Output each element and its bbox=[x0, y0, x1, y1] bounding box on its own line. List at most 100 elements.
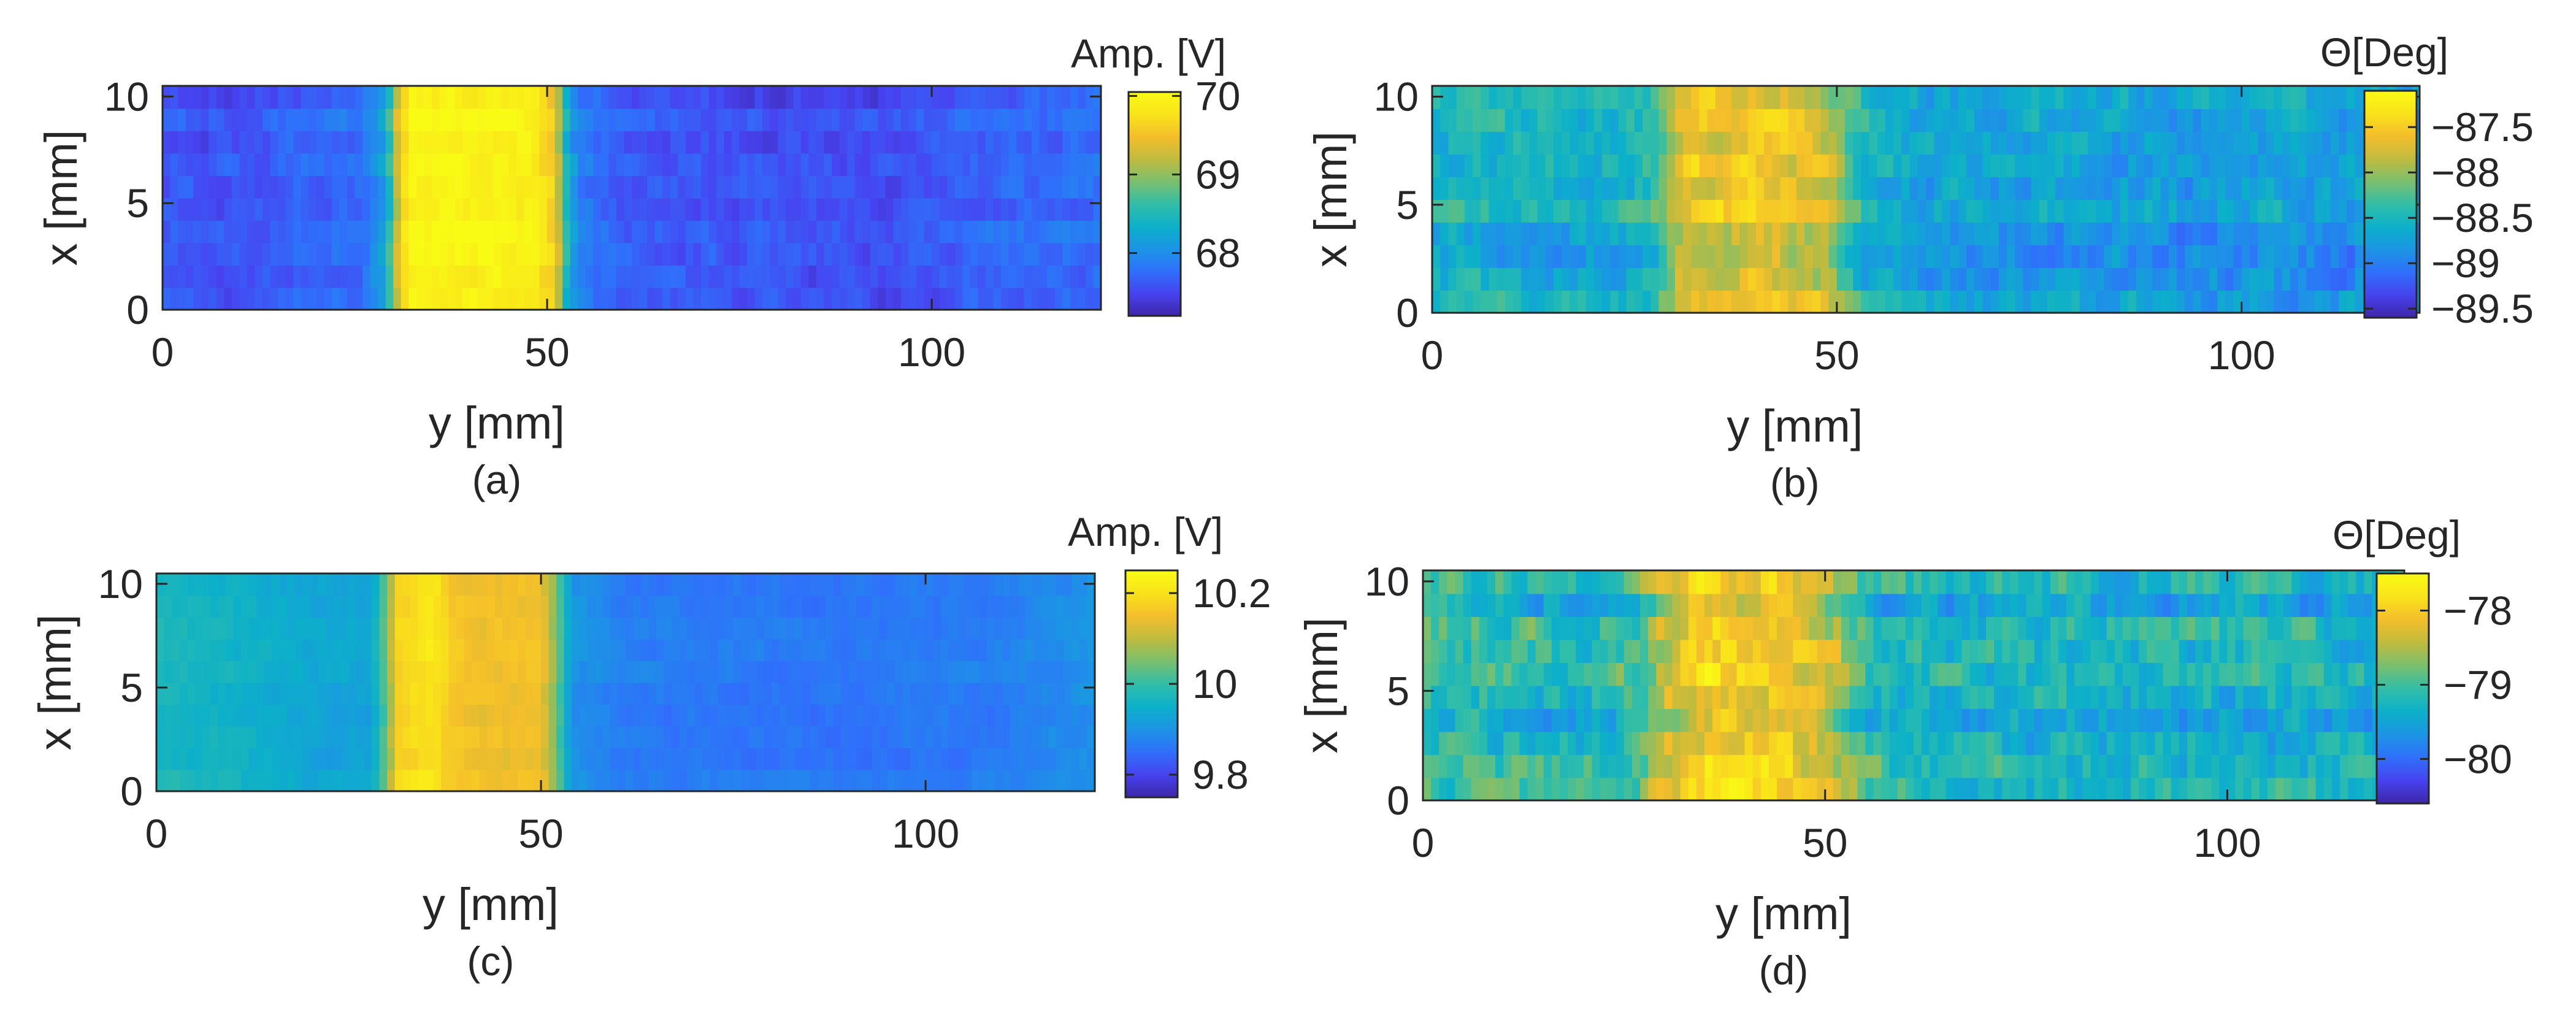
heatmap-cell bbox=[439, 153, 448, 176]
heatmap-cell bbox=[1945, 639, 1955, 663]
heatmap-cell bbox=[1901, 245, 1911, 268]
heatmap-cell bbox=[1833, 708, 1842, 732]
heatmap-cell bbox=[2201, 109, 2210, 132]
heatmap-cell bbox=[2185, 245, 2194, 268]
heatmap-cell bbox=[926, 682, 934, 705]
heatmap-cell bbox=[1529, 267, 1538, 291]
heatmap-cell bbox=[1938, 570, 1947, 594]
heatmap-cell bbox=[2177, 245, 2186, 268]
heatmap-cell bbox=[1616, 639, 1625, 663]
heatmap-cell bbox=[2340, 570, 2349, 594]
heatmap-cell bbox=[456, 617, 465, 640]
colorbar-tick-label: 70 bbox=[1195, 73, 1240, 118]
heatmap-cell bbox=[1780, 177, 1789, 200]
heatmap-cell bbox=[1950, 267, 1959, 291]
heatmap-cell bbox=[847, 153, 856, 176]
heatmap-cell bbox=[826, 748, 834, 770]
heatmap-cell bbox=[1752, 616, 1761, 640]
heatmap-cell bbox=[1455, 731, 1464, 755]
heatmap-cell bbox=[539, 175, 548, 199]
heatmap-cell bbox=[933, 595, 942, 618]
heatmap-cell bbox=[1593, 109, 1603, 132]
heatmap-cell bbox=[1505, 154, 1514, 177]
heatmap-cell bbox=[1828, 109, 1838, 132]
heatmap-cell bbox=[325, 704, 334, 727]
heatmap-cell bbox=[941, 595, 949, 618]
heatmap-cell bbox=[570, 175, 579, 199]
heatmap-cell bbox=[2082, 570, 2091, 594]
heatmap-cell bbox=[193, 86, 202, 109]
heatmap-cell bbox=[1731, 131, 1741, 155]
colorbar-title: Θ[Deg] bbox=[2320, 29, 2448, 75]
heatmap-cell bbox=[1974, 290, 1984, 313]
heatmap-cell bbox=[593, 153, 602, 176]
heatmap-cell bbox=[209, 86, 217, 109]
heatmap-cell bbox=[1656, 593, 1665, 617]
heatmap-cell bbox=[678, 242, 686, 266]
heatmap-cell bbox=[1087, 726, 1095, 748]
heatmap-cell bbox=[726, 638, 734, 661]
heatmap-cell bbox=[726, 682, 734, 705]
heatmap-cell bbox=[1024, 220, 1033, 243]
heatmap-cell bbox=[1039, 131, 1048, 154]
heatmap-cell bbox=[2274, 131, 2283, 155]
heatmap-cell bbox=[2203, 708, 2212, 732]
heatmap-cell bbox=[2177, 290, 2186, 313]
heatmap-cell bbox=[470, 265, 479, 288]
heatmap-cell bbox=[2042, 662, 2051, 686]
heatmap-cell bbox=[932, 108, 940, 131]
heatmap-cell bbox=[402, 769, 411, 792]
heatmap-cell bbox=[2185, 177, 2194, 200]
heatmap-cell bbox=[1537, 267, 1546, 291]
heatmap-cell bbox=[1865, 754, 1874, 778]
heatmap-cell bbox=[1664, 754, 1673, 778]
heatmap-cell bbox=[494, 769, 504, 792]
heatmap-cell bbox=[2306, 290, 2315, 313]
heatmap-cell bbox=[2034, 754, 2043, 778]
heatmap-cell bbox=[1893, 222, 1903, 245]
heatmap-cell bbox=[394, 573, 404, 596]
heatmap-cell bbox=[2015, 109, 2024, 132]
heatmap-cell bbox=[231, 265, 240, 288]
heatmap-cell bbox=[2249, 177, 2258, 200]
heatmap-cell bbox=[2348, 731, 2357, 755]
heatmap-cell bbox=[779, 726, 788, 748]
heatmap-cell bbox=[2274, 86, 2283, 109]
heatmap-cell bbox=[1865, 662, 1874, 686]
heatmap-cell bbox=[2179, 731, 2188, 755]
heatmap-cell bbox=[2227, 616, 2236, 640]
heatmap-cell bbox=[733, 617, 742, 640]
heatmap-cell bbox=[848, 726, 857, 748]
heatmap-cell bbox=[764, 617, 773, 640]
heatmap-cell bbox=[479, 748, 488, 770]
heatmap-cell bbox=[1889, 662, 1898, 686]
heatmap-cell bbox=[1833, 662, 1842, 686]
heatmap-cell bbox=[1064, 661, 1073, 683]
heatmap-cell bbox=[362, 265, 371, 288]
heatmap-cell bbox=[248, 748, 257, 770]
heatmap-cell bbox=[1447, 593, 1456, 617]
heatmap-cell bbox=[987, 661, 995, 683]
heatmap-cell bbox=[639, 265, 648, 288]
heatmap-cell bbox=[364, 704, 373, 727]
heatmap-cell bbox=[1728, 570, 1738, 594]
heatmap-cell bbox=[700, 197, 710, 221]
heatmap-cell bbox=[2364, 639, 2373, 663]
heatmap-cell bbox=[1439, 754, 1448, 778]
heatmap-cell bbox=[1672, 639, 1681, 663]
heatmap-cell bbox=[2120, 290, 2129, 313]
heatmap-cell bbox=[679, 661, 688, 683]
heatmap-cell bbox=[394, 726, 404, 748]
heatmap-cell bbox=[1439, 708, 1448, 732]
heatmap-cell bbox=[1945, 708, 1955, 732]
heatmap-cell bbox=[648, 617, 657, 640]
heatmap-cell bbox=[456, 769, 465, 792]
heatmap-cell bbox=[1593, 154, 1603, 177]
heatmap-cell bbox=[2034, 593, 2043, 617]
heatmap-cell bbox=[1010, 661, 1019, 683]
heatmap-cell bbox=[2171, 616, 2180, 640]
heatmap-cell bbox=[2120, 154, 2129, 177]
heatmap-cell bbox=[210, 595, 219, 618]
heatmap-cell bbox=[487, 726, 496, 748]
